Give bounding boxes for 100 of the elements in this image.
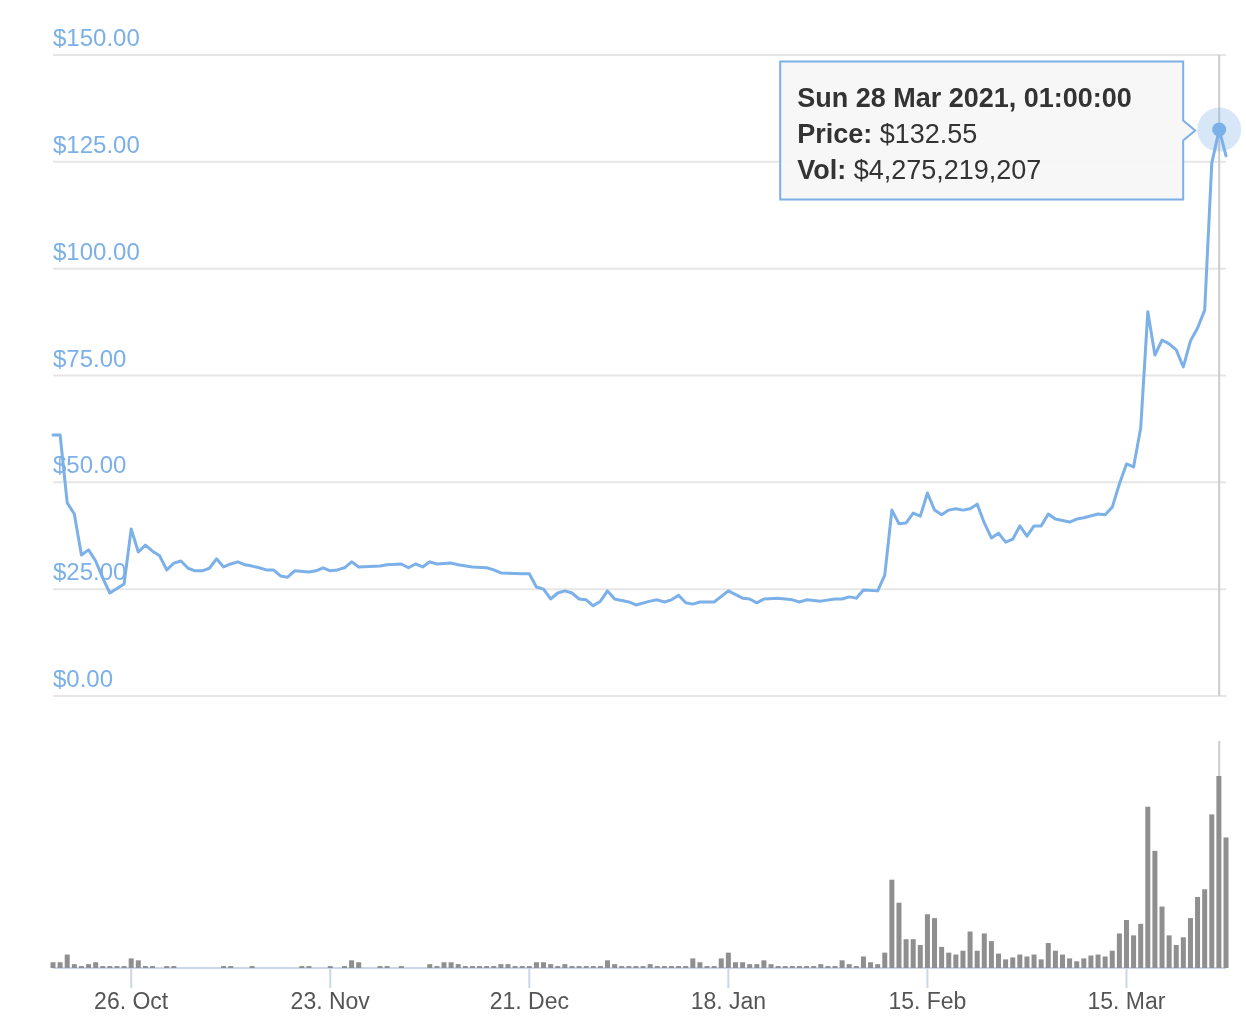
bar (868, 962, 874, 968)
bar (889, 879, 895, 968)
bar (1123, 920, 1129, 968)
bar (1059, 954, 1065, 968)
bar (1074, 961, 1080, 968)
bar (86, 964, 92, 968)
bar (1095, 954, 1101, 968)
x-tick-label: 18. Jan (690, 988, 767, 1014)
bar (960, 950, 966, 968)
bar (1159, 906, 1165, 968)
bar (57, 962, 63, 968)
bar (1223, 837, 1229, 968)
bar (541, 962, 547, 968)
bar (697, 962, 703, 968)
bar (427, 964, 433, 968)
bar (1116, 933, 1122, 968)
bar (924, 914, 930, 968)
bar (605, 960, 611, 968)
bar (740, 962, 746, 968)
bar (455, 964, 461, 968)
x-tick-label: 15. Mar (1087, 988, 1166, 1014)
bar (548, 964, 554, 968)
bar (441, 962, 447, 968)
bar (860, 956, 866, 968)
bar (690, 958, 696, 968)
x-tick-label: 23. Nov (290, 988, 371, 1014)
bar (1173, 944, 1179, 968)
bar (768, 964, 774, 968)
bar (135, 960, 141, 968)
bar (64, 954, 70, 968)
bar (747, 964, 753, 968)
bar (448, 962, 454, 968)
bar (50, 962, 56, 968)
bar (128, 958, 134, 968)
bar (981, 933, 987, 968)
bar (1067, 958, 1073, 968)
bar (1216, 776, 1222, 968)
x-tick-label: 15. Feb (888, 988, 967, 1014)
y-tick-label: $75.00 (53, 344, 127, 372)
bar (1187, 918, 1193, 968)
bar (725, 952, 731, 968)
bar (349, 960, 355, 968)
bar (562, 964, 568, 968)
y-tick-label: $0.00 (53, 665, 114, 692)
bar (917, 944, 923, 968)
bar (1031, 954, 1037, 968)
bar (761, 960, 767, 968)
bar (754, 964, 760, 968)
bar (1045, 943, 1051, 968)
bar (875, 964, 881, 968)
bar (996, 953, 1002, 968)
bar (932, 918, 938, 968)
bar (71, 964, 77, 968)
bar (967, 931, 973, 968)
bar (839, 960, 845, 968)
bar (612, 964, 618, 968)
bar (718, 958, 724, 968)
bar (1003, 959, 1009, 968)
bar (1038, 959, 1044, 968)
annotation: Sun 28 Mar 2021, 01:00:00 (797, 82, 1132, 113)
bar (882, 952, 888, 968)
annotation: Vol: $4,275,219,207 (797, 154, 1042, 185)
bar (647, 964, 653, 968)
y-tick-label: $100.00 (53, 237, 140, 265)
bar (818, 964, 824, 968)
bar (910, 939, 916, 968)
bar (1017, 954, 1023, 968)
bar (1180, 937, 1186, 968)
bar (903, 939, 909, 968)
bar (356, 962, 362, 968)
bar (896, 902, 902, 968)
x-tick-label: 26. Oct (94, 988, 169, 1014)
bar (505, 964, 511, 968)
bar (1131, 935, 1137, 968)
y-tick-label: $125.00 (53, 130, 140, 158)
bar (1088, 955, 1094, 968)
bar (1202, 889, 1208, 968)
bar (1109, 950, 1115, 968)
bar (946, 952, 952, 968)
bar (1052, 950, 1058, 968)
bar (93, 962, 99, 968)
bar (1209, 814, 1215, 968)
bar (1010, 957, 1016, 968)
bar (988, 941, 994, 968)
bar (1081, 958, 1087, 968)
bar (1138, 923, 1144, 968)
bar (1152, 850, 1158, 968)
bar (1102, 956, 1108, 968)
bar (533, 962, 539, 968)
x-tick-label: 21. Dec (489, 988, 569, 1014)
annotation: Price: $132.55 (797, 118, 978, 149)
y-tick-label: $150.00 (53, 24, 140, 51)
bar (1024, 956, 1030, 968)
bar (732, 962, 738, 968)
bar (1166, 935, 1172, 968)
bar (1145, 806, 1151, 968)
bar (498, 964, 504, 968)
bar (974, 950, 980, 968)
bar (846, 964, 852, 968)
bar (939, 946, 945, 968)
